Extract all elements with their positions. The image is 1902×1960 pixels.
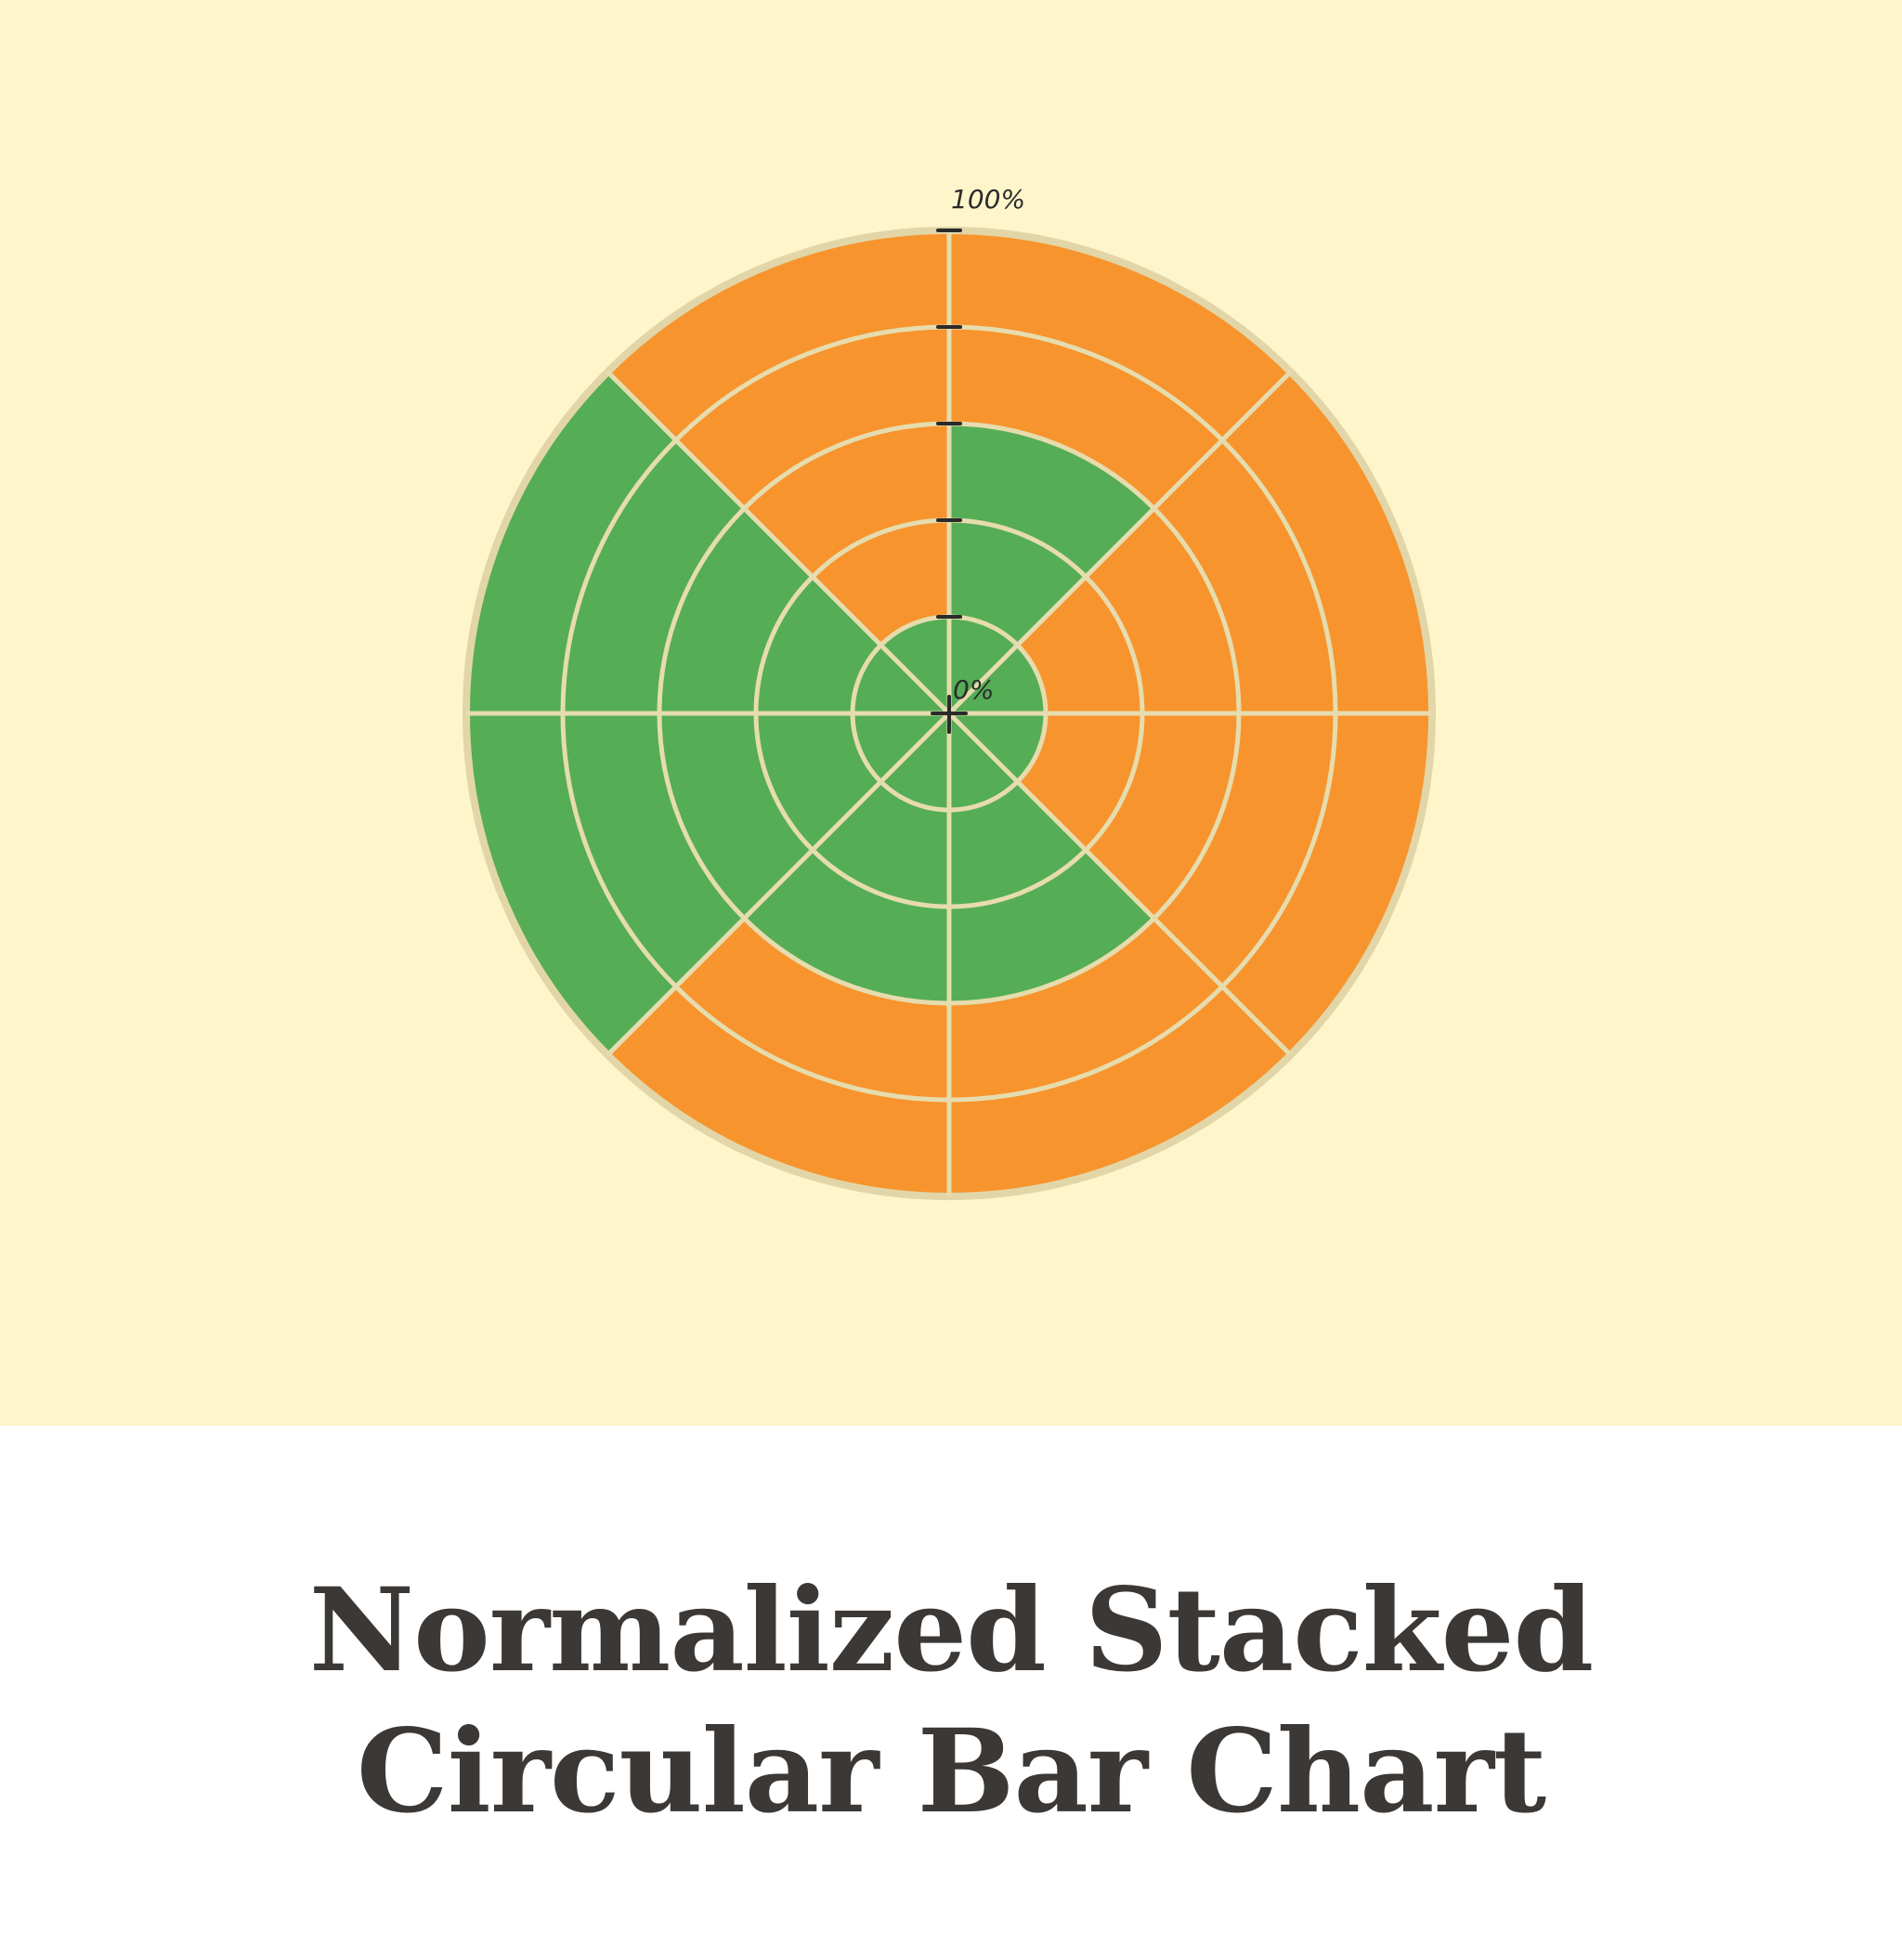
segment-green-2 <box>949 645 1046 713</box>
segment-green-5 <box>744 713 949 1003</box>
chart-title-line-1: Normalized Stacked <box>308 1563 1595 1698</box>
center-cross-mark <box>931 695 968 734</box>
tick-label-100: 100% <box>951 184 1025 215</box>
radial-axis-ticks <box>936 229 962 619</box>
segment-orange-1 <box>949 230 1291 509</box>
grid-spoke-6 <box>606 712 951 1057</box>
grid-spoke-4 <box>947 712 1293 1057</box>
segment-orange-4 <box>949 918 1291 1196</box>
segment-green-7 <box>466 372 949 713</box>
segment-green-8 <box>880 617 949 713</box>
segment-green-6 <box>466 713 949 1055</box>
radial-stacked-bar-chart: 0% 100% <box>462 184 1436 1200</box>
segment-green-1 <box>949 424 1154 713</box>
tick-label-0: 0% <box>953 674 994 705</box>
segment-orange-5 <box>607 918 949 1196</box>
chart-title: Normalized Stacked Circular Bar Chart <box>0 1561 1902 1843</box>
chart-panel: 0% 100% <box>0 0 1902 1426</box>
segment-green-4 <box>949 713 1154 1003</box>
grid-spoke-8 <box>606 370 951 715</box>
chart-title-line-2: Circular Bar Chart <box>356 1705 1546 1839</box>
segment-green-3 <box>949 713 1046 782</box>
chart-grid <box>462 227 1436 1200</box>
grid-spoke-2 <box>947 370 1293 715</box>
